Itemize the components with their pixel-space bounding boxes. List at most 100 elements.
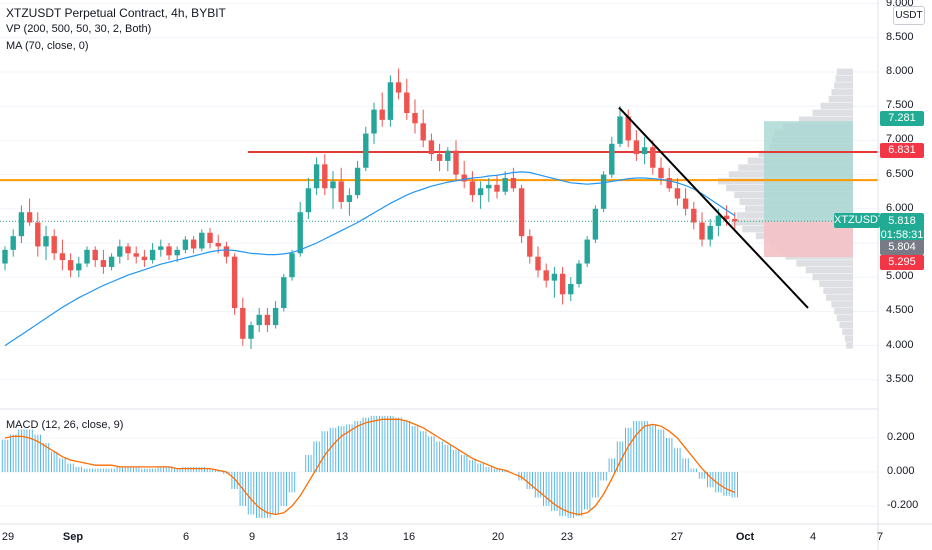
candle-body — [43, 236, 49, 247]
vp-bar — [846, 342, 853, 349]
macd-tick-label: 0.000 — [887, 465, 915, 477]
time-tick-label: 27 — [670, 531, 684, 543]
vp-bar — [835, 75, 853, 82]
candle-body — [568, 284, 574, 295]
candle-body — [166, 246, 172, 256]
candle-body — [231, 256, 238, 308]
candle-body — [100, 260, 107, 267]
candle-body — [322, 164, 328, 189]
vp-bar — [834, 82, 853, 89]
candle-body — [592, 208, 599, 240]
vp-bar — [812, 109, 853, 117]
ma-legend[interactable]: MA (70, close, 0) — [6, 40, 89, 52]
price-tick-label: 8.000 — [886, 65, 914, 77]
candle-body — [305, 188, 312, 213]
candle-body — [543, 270, 549, 281]
time-tick-label: 9 — [248, 531, 256, 543]
vp-bar — [842, 328, 853, 335]
stop-price-tag: 5.295 — [880, 255, 924, 270]
candle-body — [633, 140, 640, 155]
vp-bar — [826, 294, 853, 301]
candle-body — [436, 154, 443, 161]
candle-body — [264, 314, 271, 326]
macd-tick-label: 0.200 — [887, 431, 915, 443]
candle-body — [404, 92, 410, 114]
vp-legend[interactable]: VP (200, 500, 50, 30, 2, Both) — [6, 23, 152, 35]
candle-body — [240, 307, 246, 339]
price-tick-label: 8.500 — [886, 30, 914, 43]
time-tick-label: Oct — [735, 531, 755, 543]
candle-body — [609, 143, 615, 175]
macd-tick-label: -0.200 — [887, 499, 919, 511]
candle-body — [125, 246, 131, 254]
candle-body — [707, 225, 713, 240]
candle-body — [387, 82, 394, 120]
vp-bar — [819, 280, 853, 288]
candle-body — [215, 243, 221, 247]
price-tick-label: 6.000 — [886, 201, 914, 214]
candle-body — [363, 133, 369, 168]
candle-body — [674, 188, 681, 199]
candle-body — [346, 195, 353, 202]
price-tick-label: 4.000 — [886, 338, 914, 351]
candle-body — [453, 150, 459, 175]
trendline[interactable] — [618, 106, 809, 309]
candle-body — [445, 150, 451, 161]
time-tick-label: 6 — [182, 531, 190, 543]
currency-button[interactable]: USDT — [893, 6, 925, 25]
candle-body — [420, 123, 426, 141]
candle-body — [248, 325, 254, 339]
vp-bar — [831, 301, 853, 308]
symbol-title[interactable]: XTZUSDT Perpetual Contract, 4h, BYBIT — [6, 6, 226, 20]
last-price-tag: 5.818 01:58:31 — [880, 213, 924, 243]
vp-bar — [839, 321, 853, 329]
target-price-tag: 7.281 — [880, 111, 924, 126]
position-target-zone[interactable] — [764, 121, 853, 222]
candle-body — [223, 246, 230, 257]
time-tick-label: 29 — [1, 531, 15, 543]
candle-body — [650, 147, 656, 168]
moving-average-line — [4, 171, 736, 347]
candle-body — [190, 239, 197, 249]
candle-body — [313, 164, 320, 189]
candle-body — [26, 212, 33, 223]
vp-bar — [834, 308, 853, 315]
macd-legend[interactable]: MACD (12, 26, close, 9) — [6, 419, 124, 431]
candle-body — [494, 184, 500, 192]
vp-bar — [820, 102, 853, 110]
candle-body — [584, 239, 590, 264]
candle-body — [486, 184, 492, 189]
symbol-tag: XTZUSDT — [834, 213, 885, 228]
vp-bar — [799, 116, 853, 123]
candle-body — [715, 215, 722, 226]
vp-bar — [836, 314, 853, 322]
candle-body — [141, 256, 148, 261]
candle-body — [518, 188, 525, 237]
vp-bar — [823, 287, 853, 294]
candle-body — [600, 174, 607, 209]
candle-body — [641, 147, 648, 155]
candle-body — [559, 273, 566, 295]
candle-body — [338, 181, 344, 202]
ma-price-tag: 5.804 — [880, 240, 924, 255]
time-tick-label: 7 — [876, 531, 884, 543]
candle-body — [84, 249, 90, 264]
candle-body — [502, 178, 508, 192]
vp-bar — [844, 335, 853, 342]
price-tick-label: 7.500 — [886, 99, 914, 112]
price-tick-label: 9.000 — [886, 0, 914, 9]
vp-bar — [796, 260, 853, 267]
candle-body — [272, 307, 279, 326]
time-tick-label: 13 — [335, 531, 349, 543]
candle-body — [428, 140, 435, 155]
candle-body — [108, 256, 115, 267]
candle-body — [59, 253, 66, 261]
time-tick-label: 20 — [491, 531, 505, 543]
candle-body — [625, 116, 631, 141]
candle-body — [289, 253, 295, 278]
candle-body — [182, 239, 189, 250]
candle-body — [576, 263, 582, 285]
resistance-price-tag: 6.831 — [880, 143, 924, 158]
candle-body — [535, 256, 541, 271]
